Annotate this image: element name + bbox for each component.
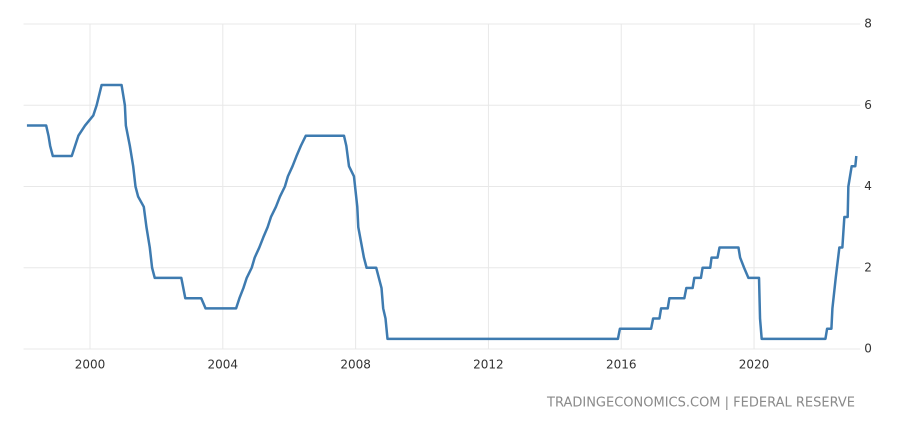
x-tick-label: 2020	[739, 358, 770, 372]
y-tick-label: 6	[864, 98, 872, 112]
y-tick-label: 2	[864, 260, 872, 274]
x-tick-label: 2004	[208, 358, 239, 372]
data-line	[26, 83, 858, 341]
y-tick-label: 0	[864, 342, 872, 356]
x-tick-label: 2000	[75, 358, 106, 372]
x-tick-label: 2016	[606, 358, 637, 372]
x-tick-label: 2008	[340, 358, 371, 372]
y-tick-label: 4	[864, 179, 872, 193]
x-tick-label: 2012	[473, 358, 504, 372]
source: TRADINGECONOMICS.COM | FEDERAL RESERVE	[546, 396, 855, 411]
y-tick-label: 8	[864, 17, 872, 31]
